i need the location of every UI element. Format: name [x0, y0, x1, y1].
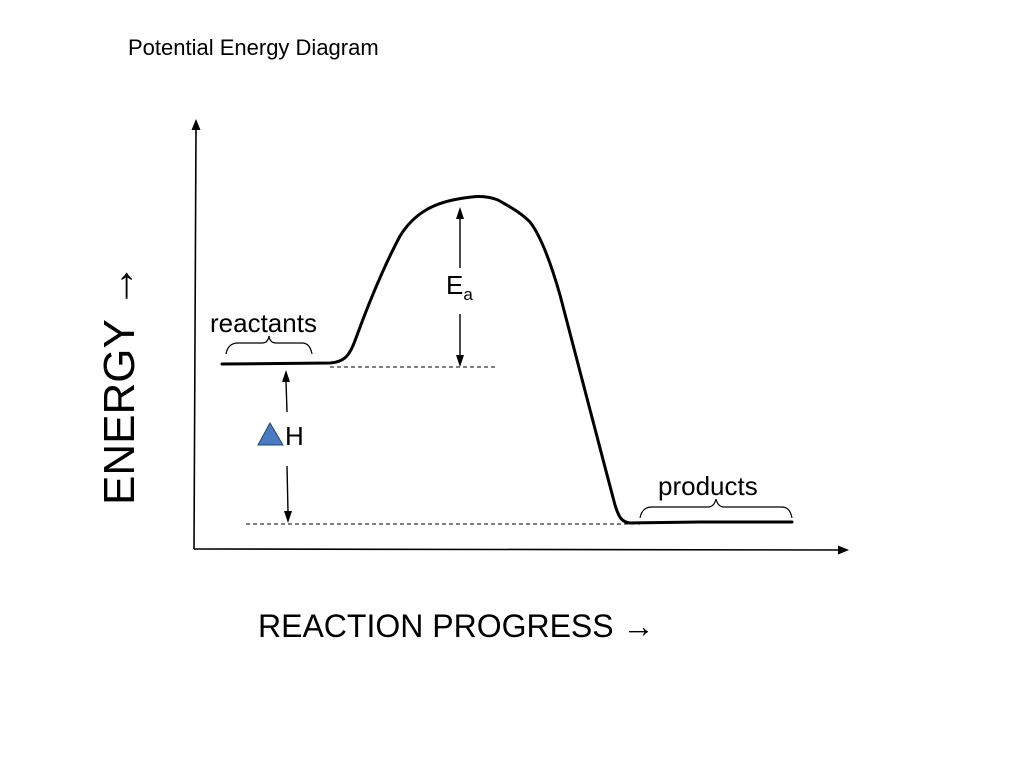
x-axis-label: REACTION PROGRESS →	[258, 608, 655, 644]
reactants-brace	[225, 335, 313, 355]
diagram-title: Potential Energy Diagram	[128, 35, 379, 60]
energy-curve	[220, 195, 794, 525]
enthalpy-arrow	[282, 370, 292, 523]
x-axis	[193, 545, 849, 555]
activation-energy-arrow	[456, 207, 464, 367]
y-axis-arrowhead-icon	[191, 119, 201, 130]
x-axis-arrowhead-icon	[838, 545, 849, 555]
enthalpy-letter: H	[285, 421, 304, 451]
delta-triangle-icon	[257, 421, 284, 446]
reactants-label: reactants	[210, 308, 317, 338]
y-axis	[191, 119, 201, 550]
activation-energy-subscript: a	[463, 285, 473, 304]
activation-energy-label: Ea	[446, 270, 473, 304]
products-brace	[639, 498, 793, 519]
products-label: products	[658, 471, 758, 501]
y-axis-label: ENERGY →	[95, 264, 144, 505]
activation-energy-symbol: E	[446, 270, 463, 300]
